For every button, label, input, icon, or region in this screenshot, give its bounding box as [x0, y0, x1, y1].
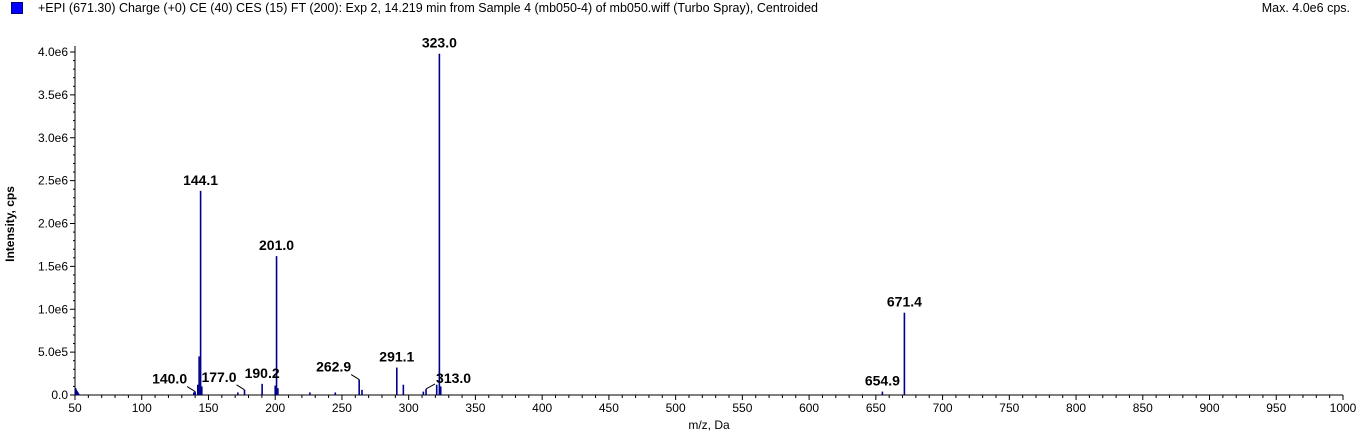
y-tick-label: 0.0	[51, 388, 68, 402]
x-tick-label: 800	[1066, 401, 1086, 415]
chart-header-title: +EPI (671.30) Charge (+0) CE (40) CES (1…	[38, 1, 818, 15]
origin-marker	[75, 387, 80, 395]
x-tick-label: 150	[198, 401, 218, 415]
x-tick-label: 350	[465, 401, 485, 415]
peak-label: 313.0	[436, 370, 471, 386]
y-tick-label: 3.5e6	[38, 88, 68, 102]
peak-label: 262.9	[316, 359, 351, 375]
x-axis-title: m/z, Da	[688, 418, 730, 432]
peak-label-leader	[186, 386, 196, 392]
peak-label: 201.0	[259, 237, 294, 253]
y-tick-label: 2.0e6	[38, 217, 68, 231]
x-tick-label: 750	[999, 401, 1019, 415]
x-tick-label: 600	[799, 401, 819, 415]
y-tick-label: 2.5e6	[38, 174, 68, 188]
peak-label-leader	[425, 383, 436, 390]
y-tick-label: 3.0e6	[38, 131, 68, 145]
peak-label: 654.9	[865, 373, 900, 389]
peak-label: 323.0	[422, 35, 457, 51]
x-tick-label: 550	[732, 401, 752, 415]
peak-label: 671.4	[887, 294, 922, 310]
peak-label-leader	[350, 374, 360, 380]
max-intensity-label: Max. 4.0e6 cps.	[1261, 1, 1350, 15]
x-tick-label: 850	[1133, 401, 1153, 415]
y-tick-label: 1.5e6	[38, 259, 68, 273]
x-tick-label: 500	[666, 401, 686, 415]
peak-label: 177.0	[201, 369, 236, 385]
x-tick-label: 400	[532, 401, 552, 415]
peak-label: 144.1	[183, 172, 218, 188]
y-tick-label: 5.0e5	[38, 345, 68, 359]
x-tick-label: 950	[1266, 401, 1286, 415]
x-tick-label: 50	[68, 401, 82, 415]
x-tick-label: 900	[1200, 401, 1220, 415]
x-tick-label: 100	[132, 401, 152, 415]
peak-label: 291.1	[379, 349, 414, 365]
x-tick-label: 300	[399, 401, 419, 415]
peak-label: 190.2	[245, 365, 280, 381]
y-tick-label: 1.0e6	[38, 302, 68, 316]
x-tick-label: 650	[866, 401, 886, 415]
x-tick-label: 450	[599, 401, 619, 415]
y-axis-title: Intensity, cps	[3, 186, 17, 262]
y-tick-label: 4.0e6	[38, 45, 68, 59]
peak-label: 140.0	[152, 371, 187, 387]
legend-swatch	[11, 2, 23, 14]
x-tick-label: 1000	[1330, 401, 1357, 415]
peak-label-leader	[236, 384, 245, 391]
x-tick-label: 700	[933, 401, 953, 415]
x-tick-label: 200	[265, 401, 285, 415]
x-tick-label: 250	[332, 401, 352, 415]
